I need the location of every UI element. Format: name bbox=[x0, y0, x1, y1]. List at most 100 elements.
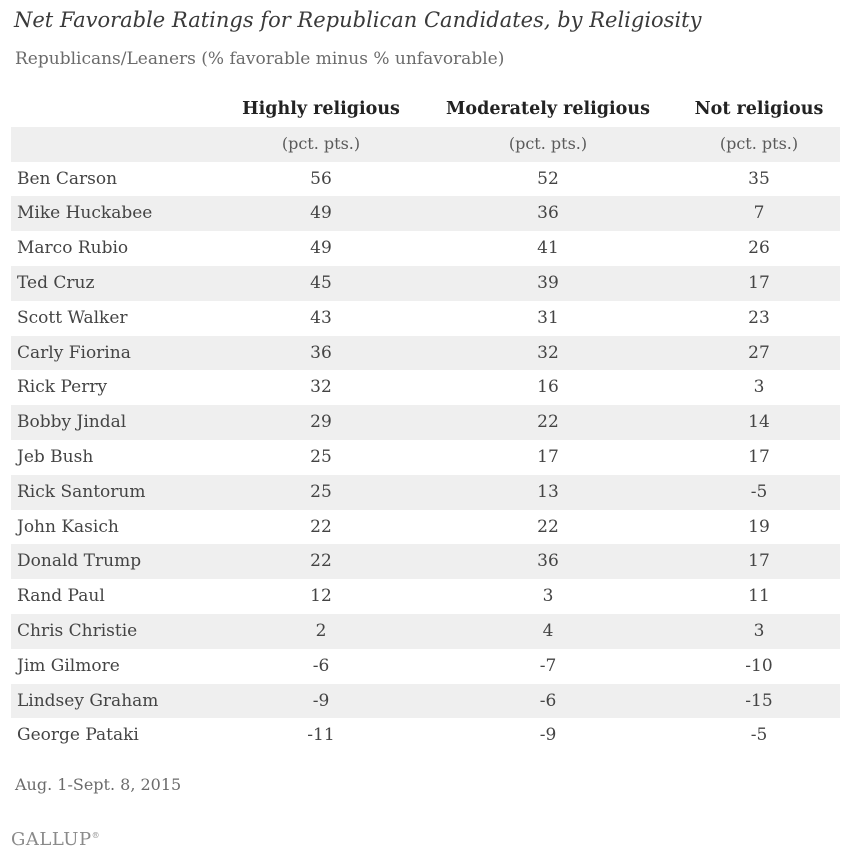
value-cell: 25 bbox=[310, 481, 332, 502]
candidate-name: Ted Cruz bbox=[17, 272, 95, 293]
table-row: Chris Christie 2 4 3 bbox=[11, 613, 840, 649]
table-row: Marco Rubio 49 41 26 bbox=[11, 231, 840, 266]
logo-text: GALLUP bbox=[11, 829, 92, 850]
table-row: Rick Perry 32 16 3 bbox=[11, 370, 840, 405]
chart-subtitle: Republicans/Leaners (% favorable minus %… bbox=[15, 49, 505, 69]
candidate-name: Rick Perry bbox=[17, 377, 108, 398]
table-row: Jim Gilmore -6 -7 -10 bbox=[11, 649, 840, 684]
candidate-name: Ben Carson bbox=[17, 168, 118, 189]
value-cell: 17 bbox=[748, 272, 770, 293]
value-cell: -11 bbox=[307, 725, 335, 746]
value-cell: -6 bbox=[539, 690, 557, 711]
column-header-highly-religious: Highly religious bbox=[242, 99, 400, 119]
column-header-moderately-religious: Moderately religious bbox=[446, 99, 650, 119]
candidate-name: Donald Trump bbox=[17, 551, 142, 572]
candidate-name: Jeb Bush bbox=[17, 446, 94, 467]
value-cell: -9 bbox=[312, 690, 330, 711]
value-cell: 3 bbox=[753, 620, 765, 641]
value-cell: 22 bbox=[537, 516, 559, 537]
value-cell: -15 bbox=[745, 690, 773, 711]
candidate-name: Carly Fiorina bbox=[17, 342, 131, 363]
value-cell: 4 bbox=[542, 620, 554, 641]
value-cell: 41 bbox=[537, 238, 559, 259]
value-cell: -9 bbox=[539, 725, 557, 746]
candidate-name: Scott Walker bbox=[17, 307, 128, 328]
candidate-name: George Pataki bbox=[17, 725, 139, 746]
value-cell: 17 bbox=[537, 446, 559, 467]
value-cell: 22 bbox=[310, 516, 332, 537]
value-cell: -10 bbox=[745, 655, 773, 676]
value-cell: 52 bbox=[537, 168, 559, 189]
value-cell: 27 bbox=[748, 342, 770, 363]
table-row: Rick Santorum 25 13 -5 bbox=[11, 474, 840, 510]
table-row: George Pataki -11 -9 -5 bbox=[11, 718, 840, 753]
value-cell: 12 bbox=[310, 586, 332, 607]
value-cell: 2 bbox=[315, 620, 327, 641]
value-cell: 22 bbox=[310, 551, 332, 572]
value-cell: -7 bbox=[539, 655, 557, 676]
registered-mark: ® bbox=[91, 831, 101, 840]
value-cell: 14 bbox=[748, 412, 770, 433]
value-cell: 49 bbox=[310, 238, 332, 259]
value-cell: 43 bbox=[310, 307, 332, 328]
candidate-name: Marco Rubio bbox=[17, 238, 129, 259]
value-cell: 23 bbox=[748, 307, 770, 328]
table-row: Lindsey Graham -9 -6 -15 bbox=[11, 683, 840, 719]
value-cell: 16 bbox=[537, 377, 559, 398]
value-cell: 32 bbox=[537, 342, 559, 363]
chart-title: Net Favorable Ratings for Republican Can… bbox=[14, 8, 702, 32]
table-row: Ben Carson 56 52 35 bbox=[11, 162, 840, 197]
candidate-name: John Kasich bbox=[17, 516, 119, 537]
value-cell: -5 bbox=[750, 481, 768, 502]
table-row: John Kasich 22 22 19 bbox=[11, 510, 840, 545]
table-row: Donald Trump 22 36 17 bbox=[11, 544, 840, 580]
unit-label: (pct. pts.) bbox=[719, 133, 799, 153]
table-unit-row: (pct. pts.) (pct. pts.) (pct. pts.) bbox=[11, 126, 840, 162]
value-cell: 49 bbox=[310, 203, 332, 224]
table-header-row: Highly religious Moderately religious No… bbox=[11, 92, 840, 127]
value-cell: 17 bbox=[748, 551, 770, 572]
value-cell: 36 bbox=[537, 551, 559, 572]
column-header-not-religious: Not religious bbox=[694, 99, 824, 119]
table-row: Rand Paul 12 3 11 bbox=[11, 579, 840, 614]
gallup-logo: GALLUP® bbox=[11, 829, 100, 850]
value-cell: 29 bbox=[310, 412, 332, 433]
unit-label: (pct. pts.) bbox=[508, 133, 588, 153]
table-row: Bobby Jindal 29 22 14 bbox=[11, 405, 840, 440]
value-cell: 11 bbox=[748, 586, 770, 607]
value-cell: 25 bbox=[310, 446, 332, 467]
candidate-name: Rick Santorum bbox=[17, 481, 146, 502]
value-cell: 13 bbox=[537, 481, 559, 502]
candidate-name: Bobby Jindal bbox=[17, 412, 127, 433]
value-cell: 17 bbox=[748, 446, 770, 467]
value-cell: 3 bbox=[542, 586, 554, 607]
value-cell: 26 bbox=[748, 238, 770, 259]
candidate-name: Mike Huckabee bbox=[17, 203, 153, 224]
date-footnote: Aug. 1-Sept. 8, 2015 bbox=[15, 775, 182, 794]
value-cell: 19 bbox=[748, 516, 770, 537]
table-row: Ted Cruz 45 39 17 bbox=[11, 265, 840, 301]
table-row: Scott Walker 43 31 23 bbox=[11, 301, 840, 336]
table-body: Ben Carson 56 52 35 Mike Huckabee 49 36 7 Marco … bbox=[11, 162, 840, 754]
value-cell: 39 bbox=[537, 272, 559, 293]
unit-label: (pct. pts.) bbox=[281, 133, 361, 153]
value-cell: 36 bbox=[537, 203, 559, 224]
value-cell: 3 bbox=[753, 377, 765, 398]
value-cell: 31 bbox=[537, 307, 559, 328]
value-cell: 36 bbox=[310, 342, 332, 363]
candidate-name: Lindsey Graham bbox=[17, 690, 159, 711]
value-cell: 35 bbox=[748, 168, 770, 189]
candidate-name: Chris Christie bbox=[17, 620, 138, 641]
candidate-name: Rand Paul bbox=[17, 586, 105, 607]
value-cell: 22 bbox=[537, 412, 559, 433]
value-cell: 7 bbox=[753, 203, 765, 224]
table-row: Carly Fiorina 36 32 27 bbox=[11, 335, 840, 371]
ratings-table: Highly religious Moderately religious No… bbox=[11, 92, 840, 753]
table-row: Jeb Bush 25 17 17 bbox=[11, 440, 840, 475]
candidate-name: Jim Gilmore bbox=[17, 655, 120, 676]
value-cell: 45 bbox=[310, 272, 332, 293]
value-cell: 32 bbox=[310, 377, 332, 398]
table-row: Mike Huckabee 49 36 7 bbox=[11, 196, 840, 232]
value-cell: -5 bbox=[750, 725, 768, 746]
value-cell: -6 bbox=[312, 655, 330, 676]
